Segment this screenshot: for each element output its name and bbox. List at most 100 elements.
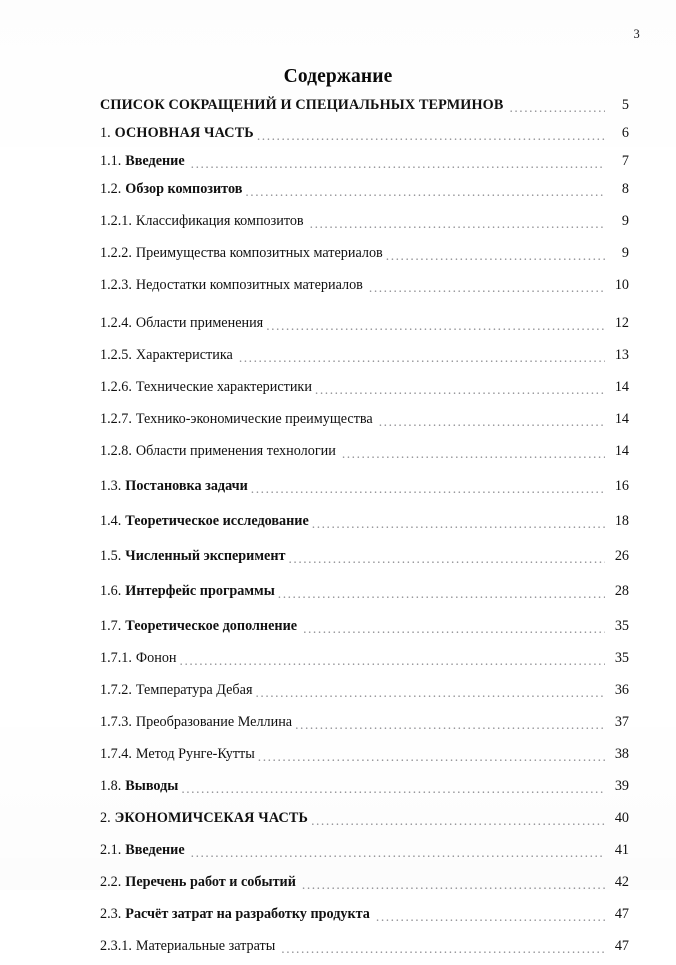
toc-dot-leader bbox=[281, 942, 605, 956]
toc-entry-page-number: 13 bbox=[614, 347, 629, 363]
toc-entry-label: Области применения технологии bbox=[135, 443, 336, 459]
toc-entry-label: СПИСОК СОКРАЩЕНИЙ И СПЕЦИАЛЬНЫХ ТЕРМИНОВ bbox=[100, 97, 504, 113]
toc-dot-leader bbox=[310, 217, 605, 231]
toc-dot-leader bbox=[379, 415, 605, 429]
page-title: Содержание bbox=[283, 66, 393, 88]
toc-dot-leader bbox=[342, 447, 605, 461]
toc-entry[interactable]: 1.1.Введение 7 bbox=[100, 152, 629, 171]
toc-entry[interactable]: 2.3. Расчёт затрат на разработку продукта… bbox=[100, 905, 629, 924]
toc-dot-leader bbox=[191, 846, 605, 860]
toc-entry[interactable]: 1.2.5.Характеристика 13 bbox=[100, 346, 629, 365]
toc-entry[interactable]: СПИСОК СОКРАЩЕНИЙ И СПЕЦИАЛЬНЫХ ТЕРМИНОВ… bbox=[100, 96, 629, 115]
toc-dot-leader bbox=[386, 249, 605, 263]
toc-entry[interactable]: 2.ЭКОНОМИЧСЕКАЯ ЧАСТЬ 40 bbox=[100, 809, 629, 828]
toc-entry-label: Технические характеристики bbox=[135, 379, 312, 395]
page-folio-number: 3 bbox=[633, 27, 640, 41]
toc-entry[interactable]: 2.3.1.Материальные затраты 47 bbox=[100, 937, 629, 956]
toc-entry[interactable]: 2.2.Перечень работ и событий 42 bbox=[100, 873, 629, 892]
toc-entry-number: 1.8. bbox=[100, 778, 122, 794]
toc-entry[interactable]: 1.7.3.Преобразование Меллина 37 bbox=[100, 713, 629, 732]
toc-dot-leader bbox=[258, 750, 605, 764]
toc-entry-label: Метод Рунге-Кутты bbox=[135, 746, 255, 762]
toc-entry-label: Обзор композитов bbox=[125, 181, 243, 197]
toc-entry-number: 1.7.2. bbox=[100, 682, 132, 698]
toc-entry[interactable]: 1.2.6.Технические характеристики 14 bbox=[100, 378, 629, 397]
toc-entry[interactable]: 1.ОСНОВНАЯ ЧАСТЬ 6 bbox=[100, 124, 629, 143]
toc-entry-label: Теоретическое исследование bbox=[125, 513, 309, 529]
toc-entry[interactable]: 1.7.Теоретическое дополнение 35 bbox=[100, 617, 629, 636]
toc-entry-page-number: 7 bbox=[621, 153, 629, 169]
toc-dot-leader bbox=[509, 101, 605, 115]
toc-entry[interactable]: 1.2.7. Технико-экономические преимущества… bbox=[100, 410, 629, 429]
toc-entry-page-number: 47 bbox=[614, 938, 629, 954]
toc-entry-number: 2.1. bbox=[100, 842, 122, 858]
toc-entry[interactable]: 1.2.4.Области применения 12 bbox=[100, 314, 629, 333]
toc-entry-label: Теоретическое дополнение bbox=[125, 618, 298, 634]
toc-entry-number: 1.6. bbox=[100, 583, 122, 599]
toc-entry-number: 1.2. bbox=[100, 181, 122, 197]
toc-entry-page-number: 18 bbox=[614, 513, 629, 529]
toc-entry-page-number: 26 bbox=[614, 548, 629, 564]
toc-entry-label: Недостатки композитных материалов bbox=[135, 277, 363, 293]
toc-entry-label: ОСНОВНАЯ ЧАСТЬ bbox=[114, 125, 254, 141]
toc-entry-page-number: 41 bbox=[614, 842, 629, 858]
toc-dot-leader bbox=[376, 910, 605, 924]
toc-entry[interactable]: 1.2.2. Преимущества композитных материало… bbox=[100, 244, 629, 263]
toc-dot-leader bbox=[245, 185, 605, 199]
toc-entry[interactable]: 1.2.1.Классификация композитов 9 bbox=[100, 212, 629, 231]
toc-entry-page-number: 38 bbox=[614, 746, 629, 762]
toc-entry-number: 1.2.6. bbox=[100, 379, 132, 395]
toc-entry-label: ЭКОНОМИЧСЕКАЯ ЧАСТЬ bbox=[114, 810, 309, 826]
toc-entry[interactable]: 1.2.Обзор композитов 8 bbox=[100, 180, 629, 199]
toc-dot-leader bbox=[257, 129, 605, 143]
toc-entry-number: 1.2.1. bbox=[100, 213, 132, 229]
toc-entry[interactable]: 1.7.1.Фонон 35 bbox=[100, 649, 629, 668]
toc-entry-label: Интерфейс программы bbox=[125, 583, 275, 599]
toc-dot-leader bbox=[278, 587, 605, 601]
toc-entry-page-number: 16 bbox=[614, 478, 629, 494]
toc-entry-page-number: 37 bbox=[614, 714, 629, 730]
toc-entry-number: 1.7. bbox=[100, 618, 122, 634]
toc-dot-leader bbox=[315, 383, 605, 397]
toc-dot-leader bbox=[266, 319, 605, 333]
toc-entry[interactable]: 1.5.Численный эксперимент 26 bbox=[100, 547, 629, 566]
toc-entry-label: Области применения bbox=[135, 315, 264, 331]
toc-dot-leader bbox=[302, 878, 605, 892]
toc-entry-page-number: 39 bbox=[614, 778, 629, 794]
toc-entry[interactable]: 1.2.3.Недостатки композитных материалов 1… bbox=[100, 276, 629, 295]
toc-entry-label: Фонон bbox=[135, 650, 177, 666]
toc-entry-page-number: 9 bbox=[621, 245, 629, 261]
table-of-contents: СПИСОК СОКРАЩЕНИЙ И СПЕЦИАЛЬНЫХ ТЕРМИНОВ… bbox=[100, 96, 629, 965]
toc-entry-label: Расчёт затрат на разработку продукта bbox=[125, 906, 370, 922]
toc-entry[interactable]: 1.3.Постановка задачи 16 bbox=[100, 477, 629, 496]
toc-entry[interactable]: 1.7.4.Метод Рунге-Кутты 38 bbox=[100, 745, 629, 764]
toc-entry-number: 1.5. bbox=[100, 548, 122, 564]
toc-dot-leader bbox=[191, 157, 605, 171]
toc-dot-leader bbox=[288, 552, 605, 566]
toc-dot-leader bbox=[181, 782, 605, 796]
toc-entry-number: 1.2.2. bbox=[100, 245, 132, 261]
toc-dot-leader bbox=[239, 351, 605, 365]
toc-entry[interactable]: 2.1.Введение 41 bbox=[100, 841, 629, 860]
toc-entry-number: 1.2.4. bbox=[100, 315, 132, 331]
toc-entry-label: Численный эксперимент bbox=[125, 548, 286, 564]
document-page: 3 Содержание СПИСОК СОКРАЩЕНИЙ И СПЕЦИАЛ… bbox=[0, 0, 676, 890]
toc-entry-number: 1.2.7. bbox=[100, 411, 132, 427]
toc-entry-page-number: 5 bbox=[621, 97, 629, 113]
toc-entry-page-number: 35 bbox=[614, 650, 629, 666]
toc-entry-number: 1.1. bbox=[100, 153, 122, 169]
toc-entry-label: Технико-экономические преимущества bbox=[135, 411, 373, 427]
toc-entry-number: 2.2. bbox=[100, 874, 122, 890]
toc-entry[interactable]: 1.8.Выводы 39 bbox=[100, 777, 629, 796]
toc-entry-number: 1.2.3. bbox=[100, 277, 132, 293]
toc-entry-page-number: 14 bbox=[614, 379, 629, 395]
toc-entry[interactable]: 1.6.Интерфейс программы 28 bbox=[100, 582, 629, 601]
toc-entry-page-number: 36 bbox=[614, 682, 629, 698]
toc-entry[interactable]: 1.2.8.Области применения технологии 14 bbox=[100, 442, 629, 461]
toc-dot-leader bbox=[251, 482, 605, 496]
toc-entry-number: 1.7.3. bbox=[100, 714, 132, 730]
toc-entry-page-number: 12 bbox=[614, 315, 629, 331]
toc-dot-leader bbox=[312, 517, 605, 531]
toc-entry[interactable]: 1.7.2.Температура Дебая 36 bbox=[100, 681, 629, 700]
toc-entry[interactable]: 1.4.Теоретическое исследование 18 bbox=[100, 512, 629, 531]
